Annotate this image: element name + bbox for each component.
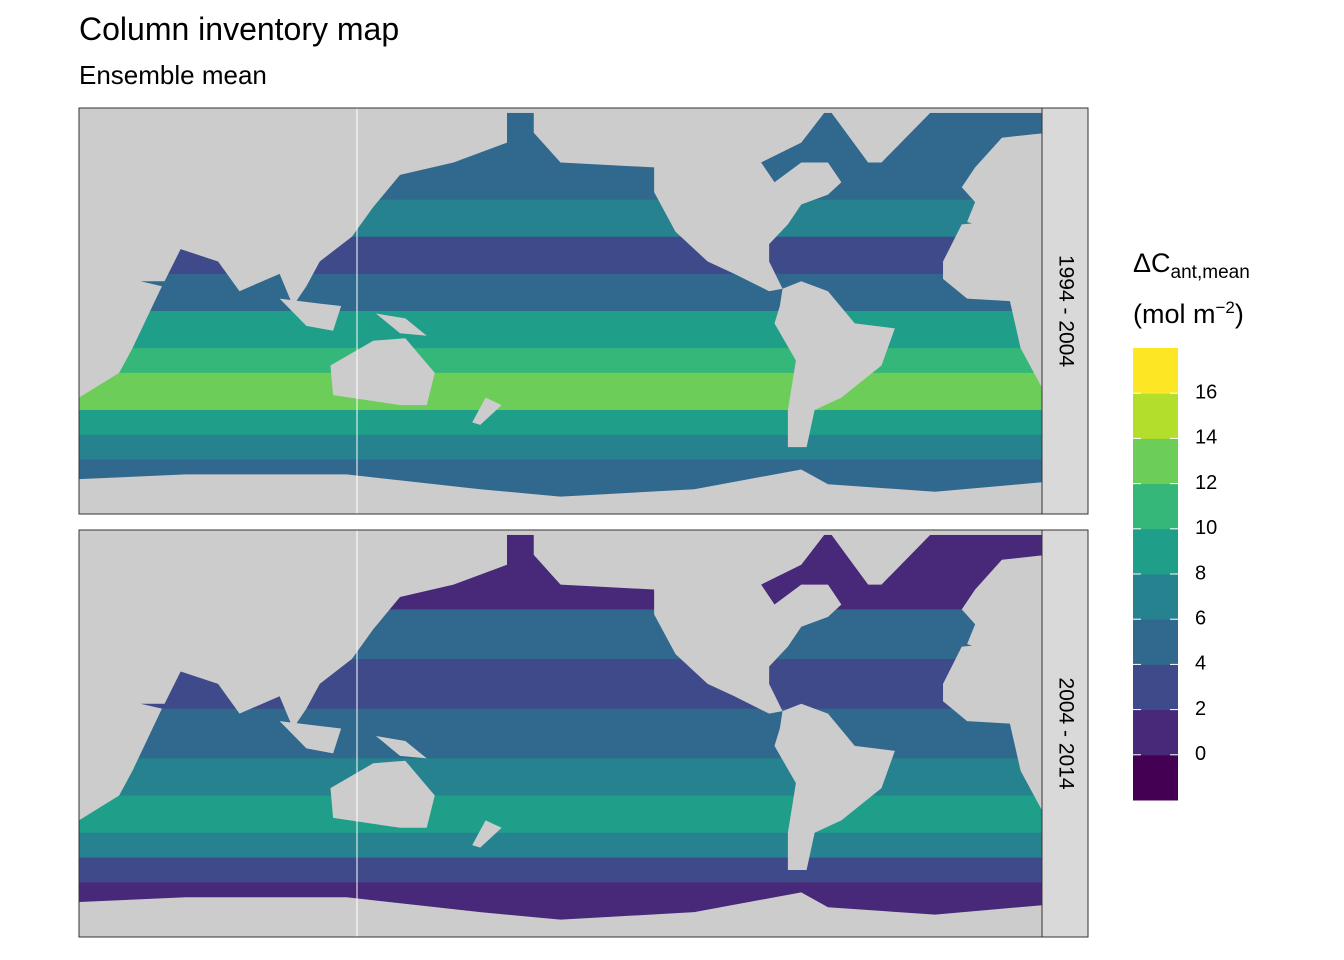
- land: [961, 555, 1042, 654]
- legend-label: 6: [1195, 607, 1206, 629]
- facet-label: 2004 - 2014: [1054, 677, 1077, 789]
- legend-label: 2: [1195, 698, 1206, 720]
- legend-swatch: [1133, 754, 1178, 801]
- land: [961, 133, 1042, 232]
- legend-label: 12: [1195, 472, 1217, 494]
- ocean-band: [79, 372, 1042, 411]
- ocean-band: [79, 434, 1042, 461]
- land: [774, 703, 895, 870]
- land: [828, 530, 935, 585]
- legend-unit: (mol m−2): [1133, 298, 1244, 329]
- land: [774, 281, 895, 448]
- land: [79, 108, 507, 398]
- legend-label: 16: [1195, 381, 1217, 403]
- facet-strip: [1041, 529, 1089, 938]
- land: [943, 219, 1042, 388]
- legend-swatch: [1133, 709, 1178, 756]
- legend-label: 0: [1195, 743, 1206, 765]
- land: [279, 298, 342, 331]
- facet-strip: [1041, 107, 1089, 515]
- title: Column inventory map: [79, 11, 399, 47]
- land: [375, 313, 427, 336]
- map-panel: [79, 108, 1042, 514]
- legend-swatch: [1133, 348, 1178, 394]
- legend-swatch: [1133, 574, 1178, 620]
- legend-swatch: [1133, 619, 1178, 665]
- legend-swatch: [1133, 664, 1178, 711]
- ocean-band: [79, 311, 1042, 349]
- land: [533, 108, 842, 292]
- legend-label: 4: [1195, 653, 1206, 675]
- land: [279, 721, 342, 754]
- ocean-band: [79, 348, 1042, 374]
- land: [79, 469, 1042, 514]
- land: [79, 530, 507, 821]
- subtitle: Ensemble mean: [79, 60, 267, 90]
- ocean-band: [79, 857, 1042, 883]
- legend-label: 10: [1195, 517, 1217, 539]
- ocean-band: [79, 708, 1042, 759]
- land: [79, 892, 1042, 937]
- land: [533, 530, 842, 714]
- land: [472, 397, 502, 425]
- land: [375, 735, 427, 759]
- ocean-band: [79, 795, 1042, 834]
- legend-title: ΔCant,mean: [1133, 248, 1250, 283]
- ocean-band: [79, 758, 1042, 797]
- legend-swatch: [1133, 483, 1178, 530]
- legend-label: 14: [1195, 427, 1217, 449]
- facet-label: 1994 - 2004: [1054, 255, 1077, 367]
- map-panel: [79, 530, 1042, 937]
- legend-label: 8: [1195, 562, 1206, 584]
- ocean-band: [79, 832, 1042, 859]
- ocean-band: [79, 273, 1042, 312]
- land: [943, 641, 1042, 811]
- legend-swatch: [1133, 393, 1178, 439]
- land: [828, 108, 935, 163]
- legend-swatch: [1133, 438, 1178, 485]
- legend-swatch: [1133, 528, 1178, 575]
- land: [472, 820, 502, 848]
- ocean-band: [79, 410, 1042, 436]
